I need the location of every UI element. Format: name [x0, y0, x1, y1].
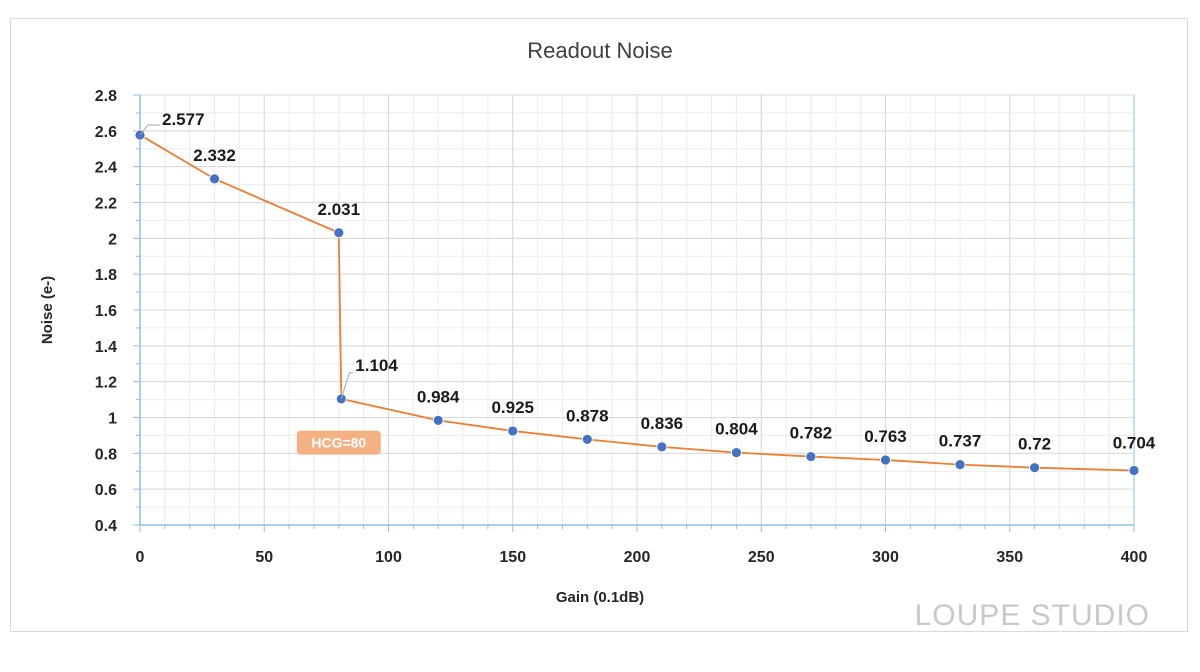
y-axis-label: Noise (e-)	[39, 276, 56, 344]
chart-frame	[10, 18, 1188, 632]
data-point	[507, 425, 519, 437]
y-tick-label: 1.4	[95, 339, 117, 356]
data-label: 0.763	[864, 427, 907, 446]
data-point	[333, 227, 345, 239]
y-tick-label: 0.8	[95, 446, 117, 463]
y-tick-label: 2.6	[95, 124, 117, 141]
y-tick-label: 2	[108, 231, 117, 248]
series-line	[139, 134, 1135, 472]
data-point	[731, 447, 742, 459]
watermark: LOUPE STUDIO	[915, 599, 1150, 632]
hcg-annotation: HCG=80	[296, 430, 381, 455]
data-label: 2.031	[318, 200, 361, 219]
x-tick-label: 100	[375, 549, 402, 566]
hcg-annotation-box	[296, 430, 381, 455]
data-label-leader	[340, 372, 354, 400]
x-tick-label: 0	[136, 549, 145, 566]
hcg-annotation-text: HCG=80	[311, 435, 366, 451]
x-tick-label: 400	[1121, 549, 1148, 566]
data-label: 1.104	[355, 356, 398, 375]
y-tick-label: 0.4	[95, 518, 117, 535]
data-label: 0.737	[939, 432, 982, 451]
data-point	[880, 454, 891, 466]
x-tick-label: 250	[748, 549, 775, 566]
data-label: 0.804	[715, 420, 758, 439]
data-label: 0.782	[790, 424, 833, 443]
data-point	[1029, 462, 1040, 474]
chart-title: Readout Noise	[527, 38, 673, 63]
noise-series: 2.577 2.332 2.031 1.104 0.984 0.925 0.878 0.836…	[134, 110, 1156, 476]
data-label-leader	[139, 124, 160, 136]
data-point	[209, 173, 220, 185]
data-label: 0.72	[1018, 435, 1051, 454]
x-tick-label: 200	[624, 549, 651, 566]
y-tick-label: 1.2	[95, 375, 117, 392]
data-label: 0.704	[1113, 434, 1156, 453]
data-point	[954, 459, 966, 471]
data-point	[1128, 465, 1140, 476]
x-tick-label: 150	[499, 549, 526, 566]
x-tick-label: 350	[996, 549, 1023, 566]
data-label: 0.836	[641, 414, 684, 433]
y-tick-label: 1	[108, 411, 117, 428]
data-point	[805, 451, 817, 462]
data-label: 2.332	[193, 146, 236, 165]
y-tick-labels: 0.4 0.6 0.8 1 1.2 1.4 1.6 1.8 2 2.2 2.4 2.6 2.8	[95, 88, 117, 535]
x-tick-label: 50	[255, 549, 273, 566]
y-tick-label: 2.8	[95, 88, 117, 105]
data-label: 2.577	[162, 110, 205, 129]
data-point	[656, 441, 668, 453]
data-label: 0.878	[566, 406, 609, 425]
data-point	[432, 414, 444, 426]
data-label: 0.984	[417, 387, 460, 406]
x-axis-label: Gain (0.1dB)	[556, 589, 644, 606]
y-tick-label: 0.6	[95, 482, 117, 499]
y-tick-label: 1.6	[95, 303, 117, 320]
x-tick-label: 300	[872, 549, 899, 566]
y-tick-label: 2.4	[95, 160, 117, 177]
data-label: 0.925	[491, 398, 534, 417]
data-point	[581, 433, 593, 445]
major-grid	[139, 94, 1135, 526]
axes	[133, 94, 1135, 532]
y-tick-label: 2.2	[95, 196, 117, 213]
x-tick-labels: 0 50 100 150 200 250 300 350 400	[136, 549, 1148, 566]
y-tick-label: 1.8	[95, 267, 117, 284]
